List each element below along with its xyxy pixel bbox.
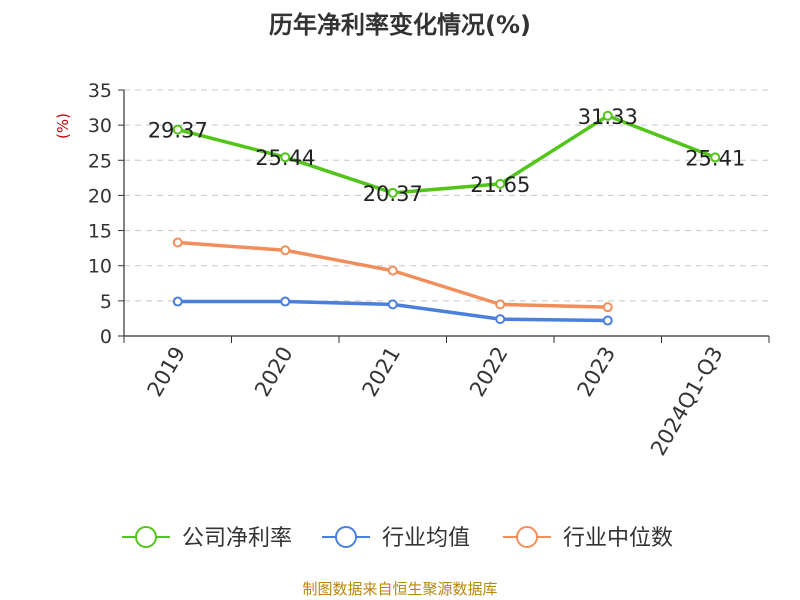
data-label: 29.37 xyxy=(148,119,208,143)
x-tick-label: 2019 xyxy=(143,343,191,401)
x-tick-label: 2024Q1-Q3 xyxy=(646,343,728,460)
legend-swatch-marker[interactable] xyxy=(335,526,357,548)
grid-lines xyxy=(124,89,769,302)
data-point[interactable] xyxy=(280,296,291,307)
y-tick-label: 10 xyxy=(88,256,112,278)
y-tick-label: 25 xyxy=(88,150,112,172)
x-tick-label: 2023 xyxy=(573,343,621,401)
data-point[interactable] xyxy=(602,315,613,326)
y-tick-label: 35 xyxy=(88,80,112,102)
y-tick-label: 20 xyxy=(88,185,112,207)
x-tick-label: 2021 xyxy=(358,343,406,401)
data-point[interactable] xyxy=(602,110,613,121)
data-point[interactable] xyxy=(710,152,721,163)
y-tick-label: 30 xyxy=(88,115,112,137)
legend-swatch-marker[interactable] xyxy=(135,526,157,548)
legend-label[interactable]: 行业均值 xyxy=(382,526,470,551)
data-label: 25.44 xyxy=(255,146,315,170)
source-note: 制图数据来自恒生聚源数据库 xyxy=(302,580,497,598)
x-tick-label: 2022 xyxy=(465,343,513,401)
data-label: 25.41 xyxy=(685,146,745,170)
data-point[interactable] xyxy=(602,302,613,313)
series-line xyxy=(177,114,716,195)
legend-label[interactable]: 行业中位数 xyxy=(563,526,673,551)
legend-swatch-marker[interactable] xyxy=(516,526,538,548)
data-point[interactable] xyxy=(280,245,291,256)
legend-label[interactable]: 公司净利率 xyxy=(182,526,292,551)
data-point[interactable] xyxy=(387,265,398,276)
data-point[interactable] xyxy=(387,299,398,310)
data-point[interactable] xyxy=(495,314,506,325)
data-point[interactable] xyxy=(387,187,398,198)
data-point[interactable] xyxy=(172,124,183,135)
legend[interactable]: 公司净利率 行业均值 行业中位数 xyxy=(122,526,673,551)
y-axis-label: (%) xyxy=(54,113,72,139)
data-labels: 29.37 25.44 20.37 21.65 31.33 25.41 xyxy=(148,105,746,206)
y-tick-label: 5 xyxy=(100,291,112,313)
data-point[interactable] xyxy=(172,296,183,307)
data-label: 20.37 xyxy=(363,182,423,206)
series-lines xyxy=(172,110,721,326)
y-tick-label: 15 xyxy=(88,221,112,243)
chart-title: 历年净利率变化情况(%) xyxy=(269,11,531,39)
data-label: 31.33 xyxy=(578,105,638,129)
data-label: 21.65 xyxy=(470,173,530,197)
data-point[interactable] xyxy=(172,237,183,248)
y-tick-label: 0 xyxy=(100,326,112,348)
x-tick-label: 2020 xyxy=(250,343,298,401)
data-point[interactable] xyxy=(280,152,291,163)
data-point[interactable] xyxy=(495,178,506,189)
data-point[interactable] xyxy=(495,299,506,310)
